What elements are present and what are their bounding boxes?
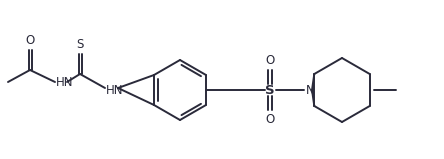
Text: O: O <box>266 113 275 126</box>
Text: O: O <box>25 34 35 47</box>
Text: O: O <box>266 54 275 67</box>
Text: HN: HN <box>56 76 74 90</box>
Text: N: N <box>306 83 315 97</box>
Text: HN: HN <box>106 83 123 97</box>
Text: S: S <box>265 83 275 97</box>
Text: S: S <box>76 38 83 51</box>
